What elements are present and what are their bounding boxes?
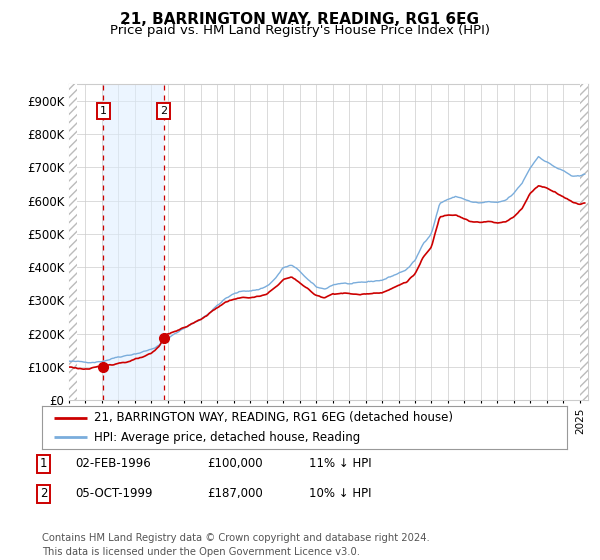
Text: 21, BARRINGTON WAY, READING, RG1 6EG: 21, BARRINGTON WAY, READING, RG1 6EG xyxy=(121,12,479,27)
Text: £187,000: £187,000 xyxy=(207,487,263,501)
Text: 2: 2 xyxy=(160,106,167,116)
Text: 21, BARRINGTON WAY, READING, RG1 6EG (detached house): 21, BARRINGTON WAY, READING, RG1 6EG (de… xyxy=(95,411,454,424)
Text: 2: 2 xyxy=(40,487,47,501)
Text: Price paid vs. HM Land Registry's House Price Index (HPI): Price paid vs. HM Land Registry's House … xyxy=(110,24,490,36)
Text: £100,000: £100,000 xyxy=(207,457,263,470)
Text: Contains HM Land Registry data © Crown copyright and database right 2024.
This d: Contains HM Land Registry data © Crown c… xyxy=(42,533,430,557)
Bar xyxy=(69,84,77,400)
Text: 02-FEB-1996: 02-FEB-1996 xyxy=(75,457,151,470)
Text: 11% ↓ HPI: 11% ↓ HPI xyxy=(309,457,371,470)
Text: 10% ↓ HPI: 10% ↓ HPI xyxy=(309,487,371,501)
Text: 05-OCT-1999: 05-OCT-1999 xyxy=(75,487,152,501)
Text: HPI: Average price, detached house, Reading: HPI: Average price, detached house, Read… xyxy=(95,431,361,444)
Bar xyxy=(103,84,164,400)
Bar xyxy=(580,84,588,400)
Text: 1: 1 xyxy=(40,457,47,470)
Text: 1: 1 xyxy=(100,106,107,116)
